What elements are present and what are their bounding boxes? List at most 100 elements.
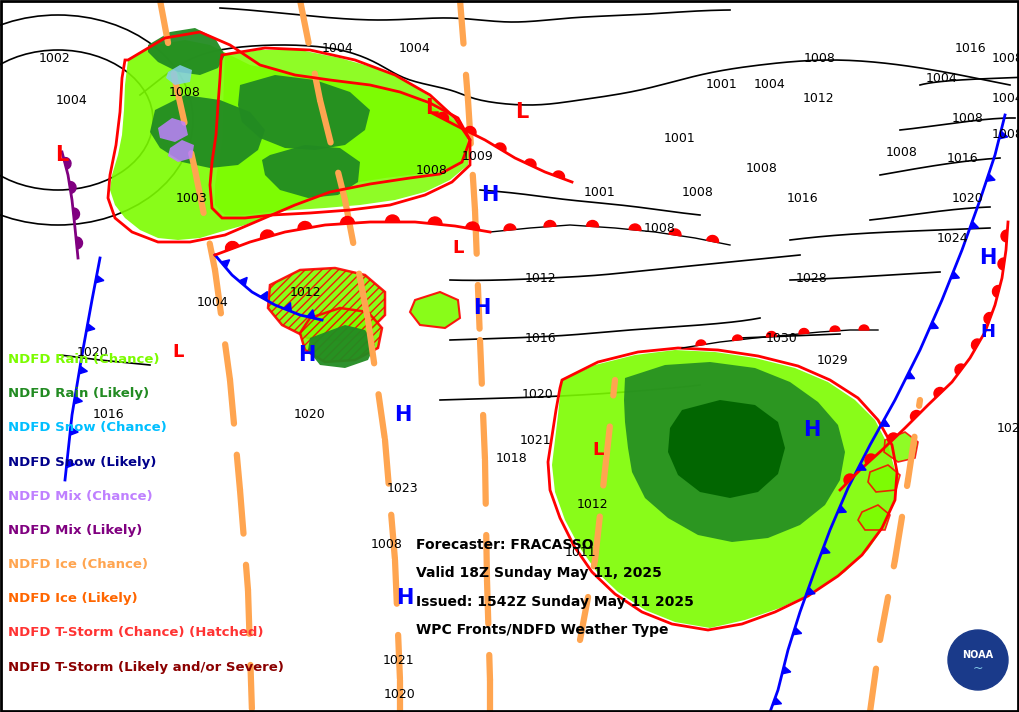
Polygon shape — [806, 587, 815, 595]
Text: 1002: 1002 — [39, 51, 71, 65]
Text: 1020: 1020 — [384, 689, 416, 701]
Text: 1016: 1016 — [524, 332, 555, 345]
Wedge shape — [733, 335, 743, 340]
Polygon shape — [793, 627, 802, 635]
Text: 1001: 1001 — [584, 186, 615, 199]
Polygon shape — [999, 131, 1008, 139]
Text: 1004: 1004 — [754, 78, 786, 92]
Wedge shape — [298, 221, 312, 230]
Polygon shape — [148, 28, 225, 75]
Text: 1004: 1004 — [56, 93, 88, 107]
Text: 1024: 1024 — [936, 231, 968, 244]
Text: 1016: 1016 — [954, 41, 985, 55]
Text: H: H — [473, 298, 491, 318]
Text: 1004: 1004 — [926, 71, 958, 85]
Polygon shape — [552, 350, 895, 628]
Polygon shape — [838, 506, 847, 513]
Polygon shape — [73, 396, 83, 404]
Text: 1001: 1001 — [664, 132, 696, 145]
Text: Forecaster: FRACASSO: Forecaster: FRACASSO — [416, 538, 593, 552]
Text: 1021: 1021 — [520, 434, 551, 446]
Wedge shape — [495, 143, 506, 152]
Polygon shape — [166, 65, 192, 85]
Text: 1008: 1008 — [682, 186, 714, 199]
Wedge shape — [844, 474, 854, 484]
Text: NDFD Rain (Likely): NDFD Rain (Likely) — [8, 387, 149, 400]
Text: NDFD Mix (Likely): NDFD Mix (Likely) — [8, 524, 143, 537]
Text: H: H — [396, 588, 414, 608]
Polygon shape — [150, 95, 265, 168]
Polygon shape — [772, 697, 782, 705]
Text: 1029: 1029 — [816, 353, 848, 367]
Text: Issued: 1542Z Sunday May 11 2025: Issued: 1542Z Sunday May 11 2025 — [416, 595, 694, 609]
Wedge shape — [766, 332, 776, 337]
Wedge shape — [504, 224, 516, 231]
Text: 1004: 1004 — [322, 41, 354, 55]
Text: 1009: 1009 — [463, 150, 494, 164]
Text: 1008: 1008 — [644, 221, 676, 234]
Text: NDFD Snow (Likely): NDFD Snow (Likely) — [8, 456, 157, 468]
Text: Valid 18Z Sunday May 11, 2025: Valid 18Z Sunday May 11, 2025 — [416, 566, 661, 580]
Text: NDFD T-Storm (Likely and/or Severe): NDFD T-Storm (Likely and/or Severe) — [8, 661, 284, 674]
Polygon shape — [668, 400, 785, 498]
Polygon shape — [624, 362, 845, 542]
Text: 1028: 1028 — [796, 271, 827, 285]
Polygon shape — [857, 463, 866, 470]
Polygon shape — [858, 505, 890, 530]
Wedge shape — [888, 433, 898, 443]
Text: 1004: 1004 — [993, 92, 1019, 105]
Text: L: L — [425, 98, 438, 118]
Wedge shape — [544, 221, 556, 227]
Text: 1008: 1008 — [169, 85, 201, 98]
Text: H: H — [481, 185, 498, 205]
Text: 1003: 1003 — [176, 192, 208, 204]
Text: NDFD Ice (Chance): NDFD Ice (Chance) — [8, 558, 148, 571]
Polygon shape — [70, 427, 78, 435]
Polygon shape — [300, 308, 382, 362]
Text: 1023: 1023 — [386, 481, 418, 495]
Polygon shape — [951, 271, 960, 278]
Wedge shape — [225, 241, 239, 251]
Text: 1016: 1016 — [947, 152, 978, 164]
Wedge shape — [340, 216, 355, 224]
Text: 1018: 1018 — [496, 451, 528, 464]
Polygon shape — [782, 666, 791, 674]
Wedge shape — [437, 112, 448, 121]
Text: 1008: 1008 — [887, 145, 918, 159]
Text: 1012: 1012 — [289, 286, 321, 300]
Wedge shape — [859, 325, 869, 330]
Text: 1012: 1012 — [524, 271, 555, 285]
Wedge shape — [1001, 230, 1008, 242]
Wedge shape — [428, 217, 442, 225]
Wedge shape — [955, 364, 965, 375]
Polygon shape — [268, 268, 385, 340]
Polygon shape — [262, 145, 360, 198]
Text: 1016: 1016 — [92, 409, 124, 422]
Polygon shape — [158, 118, 187, 142]
Wedge shape — [69, 182, 76, 194]
Polygon shape — [308, 325, 375, 368]
Wedge shape — [629, 224, 641, 231]
Wedge shape — [75, 237, 83, 249]
Polygon shape — [238, 278, 248, 286]
Wedge shape — [911, 411, 921, 421]
Wedge shape — [466, 222, 480, 230]
Polygon shape — [215, 50, 470, 215]
Wedge shape — [934, 387, 945, 397]
Text: ~: ~ — [973, 661, 983, 674]
Polygon shape — [66, 460, 74, 468]
Text: 1026: 1026 — [997, 422, 1019, 434]
Text: L: L — [592, 441, 603, 459]
Wedge shape — [971, 339, 980, 350]
Text: 1020: 1020 — [522, 389, 554, 402]
Text: 1016: 1016 — [787, 192, 818, 204]
Wedge shape — [799, 328, 809, 334]
Polygon shape — [168, 140, 194, 162]
Text: WPC Fronts/NDFD Weather Type: WPC Fronts/NDFD Weather Type — [416, 623, 668, 637]
Text: 1008: 1008 — [416, 164, 448, 177]
Text: 1008: 1008 — [952, 112, 984, 125]
Polygon shape — [821, 546, 830, 554]
Text: NDFD Mix (Chance): NDFD Mix (Chance) — [8, 490, 153, 503]
Text: 1021: 1021 — [382, 654, 414, 666]
Text: 1011: 1011 — [565, 545, 596, 558]
